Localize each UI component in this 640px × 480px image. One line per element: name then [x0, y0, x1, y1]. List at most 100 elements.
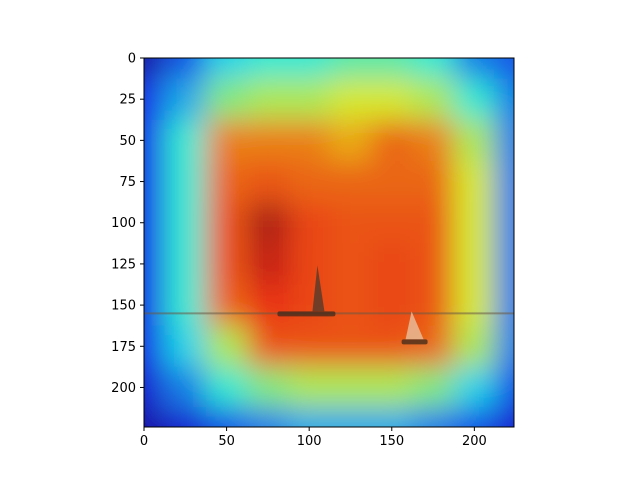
heatmap-cell: [247, 325, 290, 368]
heatmap-cell: [288, 58, 331, 79]
heatmap-cell: [288, 366, 331, 409]
heatmap-cell: [288, 160, 331, 204]
heatmap-cell: [494, 243, 514, 286]
y-tick-label: 100: [111, 216, 136, 231]
y-tick-label: 150: [111, 299, 136, 314]
heatmap-cell: [247, 366, 290, 409]
heatmap-cell: [371, 78, 414, 121]
y-tick-label: 75: [119, 175, 136, 190]
heatmap-cell: [371, 202, 414, 245]
heatmap-cell: [329, 160, 373, 204]
y-tick-label: 25: [119, 93, 136, 108]
heatmap-cell: [412, 243, 455, 286]
heatmap-cell: [288, 202, 331, 245]
heatmap-cell: [371, 160, 414, 204]
heatmap-cell: [144, 325, 165, 368]
heatmap-cell: [494, 284, 514, 327]
heatmap-cell: [247, 160, 290, 204]
heatmap-cell: [205, 243, 249, 286]
heatmap-cell: [412, 58, 455, 79]
heatmap-cell: [371, 58, 414, 79]
heatmap-cell: [329, 243, 373, 286]
heatmap-cell: [247, 58, 290, 79]
heatmap-cell: [329, 58, 373, 79]
heatmap-cell: [453, 284, 496, 327]
heatmap-cell: [329, 78, 373, 121]
heatmap-cell: [247, 407, 290, 427]
heatmap-cell: [288, 407, 331, 427]
y-tick-label: 0: [128, 52, 136, 67]
heatmap-cell: [453, 58, 496, 79]
x-tick-label: 0: [140, 434, 148, 449]
heatmap-cell: [453, 243, 496, 286]
heatmap-cell: [164, 160, 207, 204]
heatmap-cell: [205, 202, 249, 245]
heatmap-cell: [288, 243, 331, 286]
heatmap-cell: [144, 243, 165, 286]
heatmap-cell: [164, 119, 207, 162]
heatmap-cell: [329, 325, 373, 368]
y-tick-label: 125: [111, 257, 136, 272]
heatmap-cell: [412, 202, 455, 245]
heatmap-cell: [247, 284, 290, 327]
heatmap-cell: [412, 407, 455, 427]
heatmap-cell: [494, 160, 514, 204]
heatmap-cell: [205, 366, 249, 409]
heatmap-cell: [144, 202, 165, 245]
heatmap-cell: [371, 119, 414, 162]
heatmap-cell: [247, 243, 290, 286]
heatmap-cell: [453, 160, 496, 204]
heatmap-cell: [247, 119, 290, 162]
right-boat: [401, 311, 428, 345]
heatmap-cell: [247, 202, 290, 245]
x-tick-label: 50: [218, 434, 235, 449]
heatmap-cell: [453, 407, 496, 427]
heatmap-cell: [453, 119, 496, 162]
x-axis: 0 50 100 150 200: [140, 427, 487, 449]
heatmap-cell: [412, 160, 455, 204]
heatmap-cell: [205, 119, 249, 162]
heatmap-cell: [329, 202, 373, 245]
heatmap-cell: [371, 284, 414, 327]
activation-overlay: [144, 58, 514, 427]
heatmap-cell: [494, 202, 514, 245]
heatmap-cell: [412, 119, 455, 162]
heatmap-cell: [412, 366, 455, 409]
heatmap-cell: [494, 325, 514, 368]
heatmap-cell: [144, 119, 165, 162]
heatmap-cell: [164, 202, 207, 245]
heatmap-cell: [205, 58, 249, 79]
heatmap-cell: [453, 78, 496, 121]
heatmap-cell: [494, 58, 514, 79]
heatmap-cell: [205, 407, 249, 427]
heatmap-cell: [144, 78, 165, 121]
heatmap-cell: [453, 325, 496, 368]
heatmap-cell: [494, 407, 514, 427]
heatmap-cell: [288, 284, 331, 327]
heatmap-cell: [288, 119, 331, 162]
heatmap-cell: [144, 366, 165, 409]
heatmap-cell: [329, 119, 373, 162]
heatmap-cell: [205, 78, 249, 121]
heatmap-cell: [453, 202, 496, 245]
y-tick-label: 200: [111, 381, 136, 396]
heatmap-cell: [164, 366, 207, 409]
heatmap-cell: [412, 284, 455, 327]
y-tick-label: 50: [119, 134, 136, 149]
heatmap-cell: [164, 407, 207, 427]
heatmap-cell: [329, 366, 373, 409]
heatmap-cell: [164, 325, 207, 368]
heatmap-cell: [494, 119, 514, 162]
heatmap-cell: [164, 78, 207, 121]
plot-area: [144, 58, 514, 427]
heatmap-cell: [371, 407, 414, 427]
left-boat: [277, 265, 336, 317]
heatmap-cell: [144, 160, 165, 204]
heatmap-cell: [288, 325, 331, 368]
heatmap-cell: [329, 407, 373, 427]
heatmap-cell: [494, 366, 514, 409]
heatmap-cell: [371, 366, 414, 409]
heatmap-cell: [144, 58, 165, 79]
x-tick-label: 150: [379, 434, 404, 449]
heatmap-cell: [144, 284, 165, 327]
